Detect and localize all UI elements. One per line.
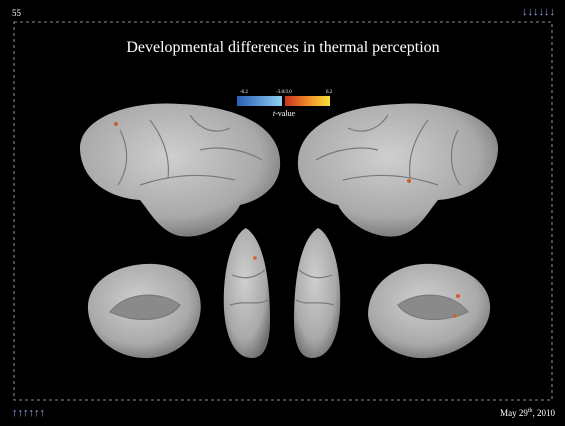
colorbar-max: 6.2 bbox=[326, 90, 333, 95]
nav-up[interactable]: ↑↑↑↑↑↑ bbox=[12, 407, 45, 419]
date: May 29th, 2010 bbox=[500, 408, 555, 418]
date-main: May 29 bbox=[500, 408, 528, 418]
colorbar-label: t-value bbox=[273, 109, 296, 118]
slide-number: 55 bbox=[12, 8, 22, 18]
nav-down[interactable]: ↓↓↓↓↓↓ bbox=[522, 6, 555, 18]
date-rest: , 2010 bbox=[533, 408, 556, 418]
colorbar-negative bbox=[237, 96, 282, 106]
colorbar-positive bbox=[285, 96, 330, 106]
page: 55 ↓↓↓↓↓↓ ↑↑↑↑↑↑ Developmental differenc… bbox=[0, 0, 565, 426]
colorbar-label-rest: -value bbox=[275, 109, 295, 118]
colorbar-min: -6.2 bbox=[240, 90, 248, 95]
colorbar-mid: -3.0/3.0 bbox=[276, 90, 292, 95]
title: Developmental differences in thermal per… bbox=[126, 39, 439, 56]
slide: 55 ↓↓↓↓↓↓ ↑↑↑↑↑↑ Developmental differenc… bbox=[0, 0, 565, 426]
background bbox=[0, 0, 565, 426]
